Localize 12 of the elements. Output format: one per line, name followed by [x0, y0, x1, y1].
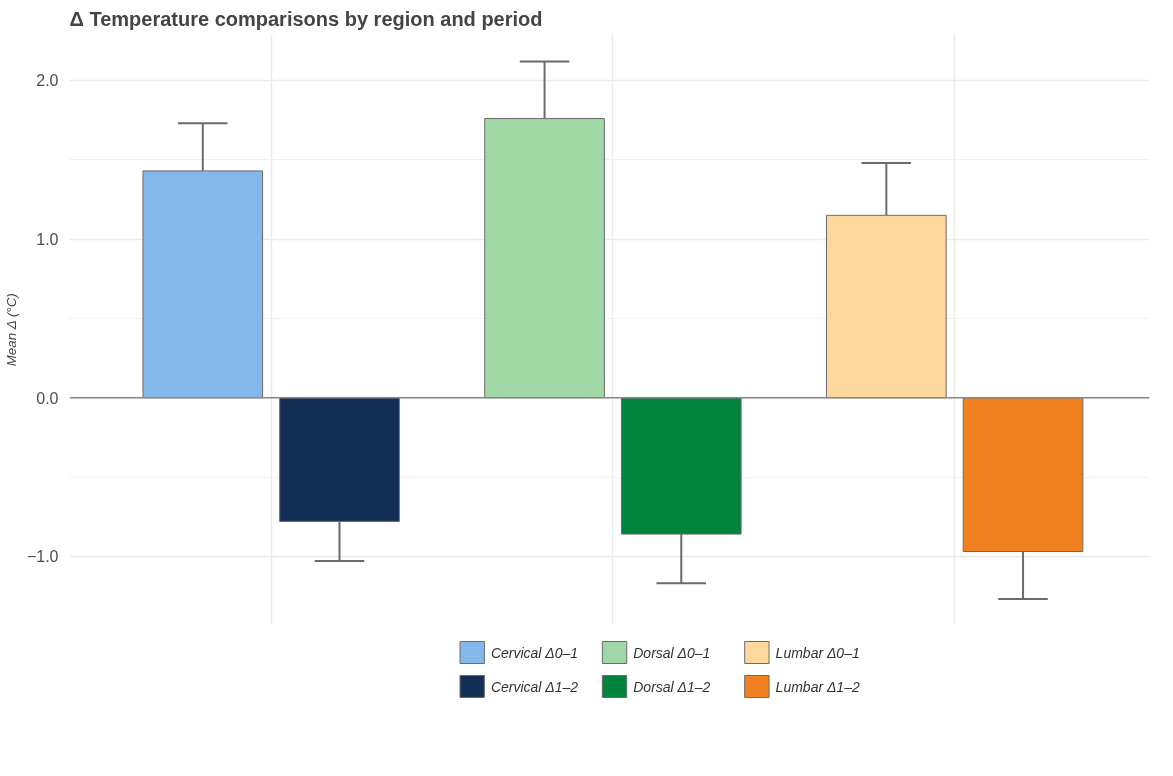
legend-label: Cervical Δ0–1	[490, 644, 579, 661]
y-tick-label: −1.0	[26, 548, 59, 566]
y-tick-label: 0.0	[36, 389, 59, 407]
y-tick-label: 1.0	[36, 231, 59, 249]
y-tick-label: 2.0	[36, 72, 59, 90]
legend-label: Lumbar Δ1–2	[775, 678, 860, 695]
legend-label: Cervical Δ1–2	[490, 678, 579, 695]
legend-label: Dorsal Δ0–1	[633, 644, 711, 661]
legend-label: Dorsal Δ1–2	[633, 678, 711, 695]
legend-label: Lumbar Δ0–1	[775, 644, 860, 661]
y-axis-title: Mean Δ (°C)	[3, 293, 19, 367]
chart-title: Δ Temperature comparisons by region and period	[69, 7, 543, 30]
